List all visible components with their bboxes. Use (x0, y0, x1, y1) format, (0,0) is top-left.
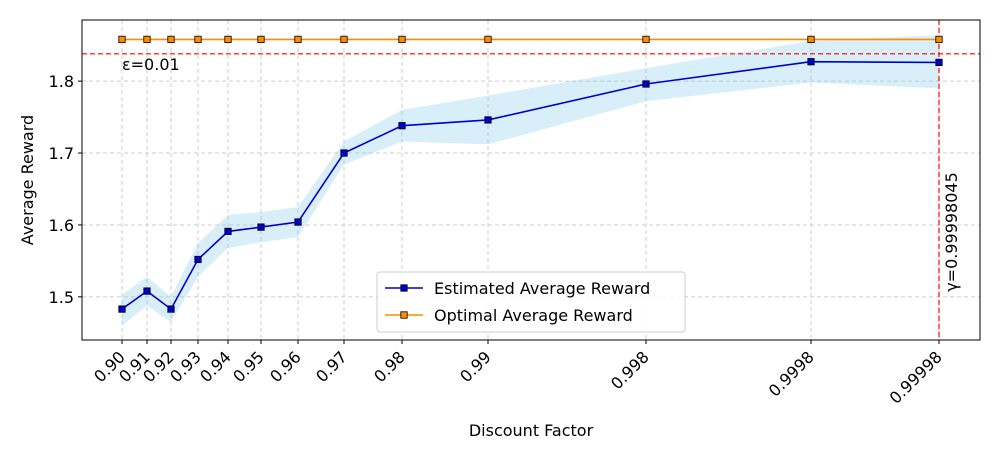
x-tick-label: 0.95 (229, 347, 268, 386)
y-axis-ticks: 1.5 1.6 1.7 1.8 (49, 72, 82, 307)
data-point (257, 223, 265, 231)
legend-box (376, 271, 686, 333)
data-point (224, 35, 232, 44)
x-axis-ticks: 0.900.910.920.930.940.950.96 0.97 0.98 0.99… (90, 340, 946, 408)
x-tick-label: 0.998 (607, 347, 653, 393)
data-point (194, 35, 202, 44)
y-tick-label: 1.5 (49, 288, 74, 307)
y-tick-label: 1.8 (49, 72, 74, 91)
data-point (118, 305, 126, 313)
x-tick-label: 0.97 (312, 347, 351, 386)
reference-lines-layer (82, 20, 980, 340)
legend-marker (400, 284, 408, 292)
data-point (398, 35, 406, 44)
gamma-annotation: γ=0.99998045 (942, 172, 961, 292)
epsilon-annotation: ε=0.01 (122, 55, 180, 74)
series-layer (118, 35, 943, 313)
data-point (935, 58, 943, 67)
x-tick-label: 0.99 (456, 347, 495, 386)
data-point (935, 35, 943, 44)
data-point (143, 35, 151, 44)
x-axis-title: Discount Factor (469, 421, 594, 440)
x-tick-label: 0.94 (196, 347, 235, 386)
confidence-band (122, 35, 939, 326)
data-point (294, 218, 302, 226)
x-tick-label: 0.96 (266, 347, 305, 386)
data-point (194, 255, 202, 264)
x-tick-label: 0.93 (166, 347, 205, 386)
data-point (143, 287, 151, 295)
data-point (398, 122, 406, 130)
data-point (257, 35, 265, 44)
legend-marker (400, 311, 408, 319)
data-point (167, 305, 175, 313)
data-point (340, 35, 348, 44)
confidence-band-layer (122, 35, 939, 326)
data-point (118, 35, 126, 44)
data-point (642, 80, 650, 88)
legend-label: Optimal Average Reward (434, 306, 633, 325)
data-point (167, 35, 175, 44)
data-point (224, 227, 232, 236)
y-axis-title: Average Reward (18, 115, 37, 245)
y-tick-label: 1.7 (49, 144, 74, 163)
y-tick-label: 1.6 (49, 216, 74, 235)
data-point (294, 35, 302, 44)
data-point (484, 116, 492, 124)
legend-label: Estimated Average Reward (434, 279, 650, 298)
plot-frame (81, 19, 981, 341)
x-tick-label: 0.98 (370, 347, 409, 386)
data-point (807, 35, 815, 44)
data-point (807, 58, 815, 66)
data-point (340, 149, 348, 157)
data-point (484, 35, 492, 44)
x-tick-label: 0.9998 (765, 347, 818, 400)
x-tick-label: 0.99998 (886, 347, 946, 407)
legend: Estimated Average Reward Optimal Average … (376, 271, 686, 333)
data-point (642, 35, 650, 44)
